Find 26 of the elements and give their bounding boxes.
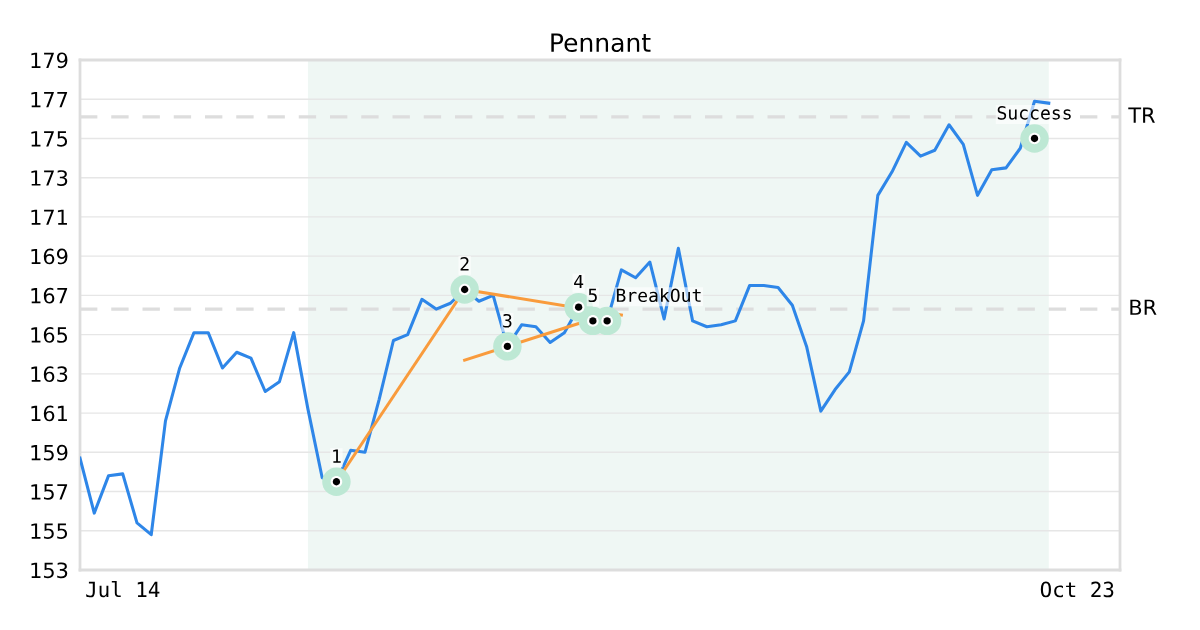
annotation: 4 (574, 274, 584, 289)
y-tick-label: 177 (31, 91, 68, 108)
y-tick-label: 153 (31, 562, 68, 579)
annotation: 2 (460, 257, 469, 271)
y-tick-label: 173 (31, 170, 68, 186)
y-tick-label: 157 (31, 484, 68, 500)
annotation: Success (997, 106, 1071, 120)
annotation: 3 (503, 313, 512, 328)
y-tick-label: 169 (31, 248, 68, 265)
annotation: 1 (333, 449, 341, 463)
y-tick-label: 155 (31, 523, 68, 539)
annotation: BreakOut (616, 288, 701, 303)
y-tick-label: 159 (31, 444, 68, 461)
y-tick-label: 165 (31, 327, 68, 343)
y-tick-label: 163 (31, 366, 68, 383)
ref-line-label: TR (1128, 107, 1155, 123)
y-tick-label: 179 (31, 52, 68, 69)
annotation: 5 (588, 288, 597, 303)
x-tick-label: Jul 14 (86, 581, 160, 598)
chart-title: Pennant (551, 33, 651, 53)
y-tick-label: 171 (31, 209, 67, 225)
ref-line-label: BR (1130, 299, 1157, 315)
x-tick-label: Oct 23 (1040, 581, 1114, 598)
y-tick-label: 167 (31, 287, 68, 304)
y-tick-label: 161 (31, 405, 67, 422)
y-tick-label: 175 (31, 131, 68, 147)
